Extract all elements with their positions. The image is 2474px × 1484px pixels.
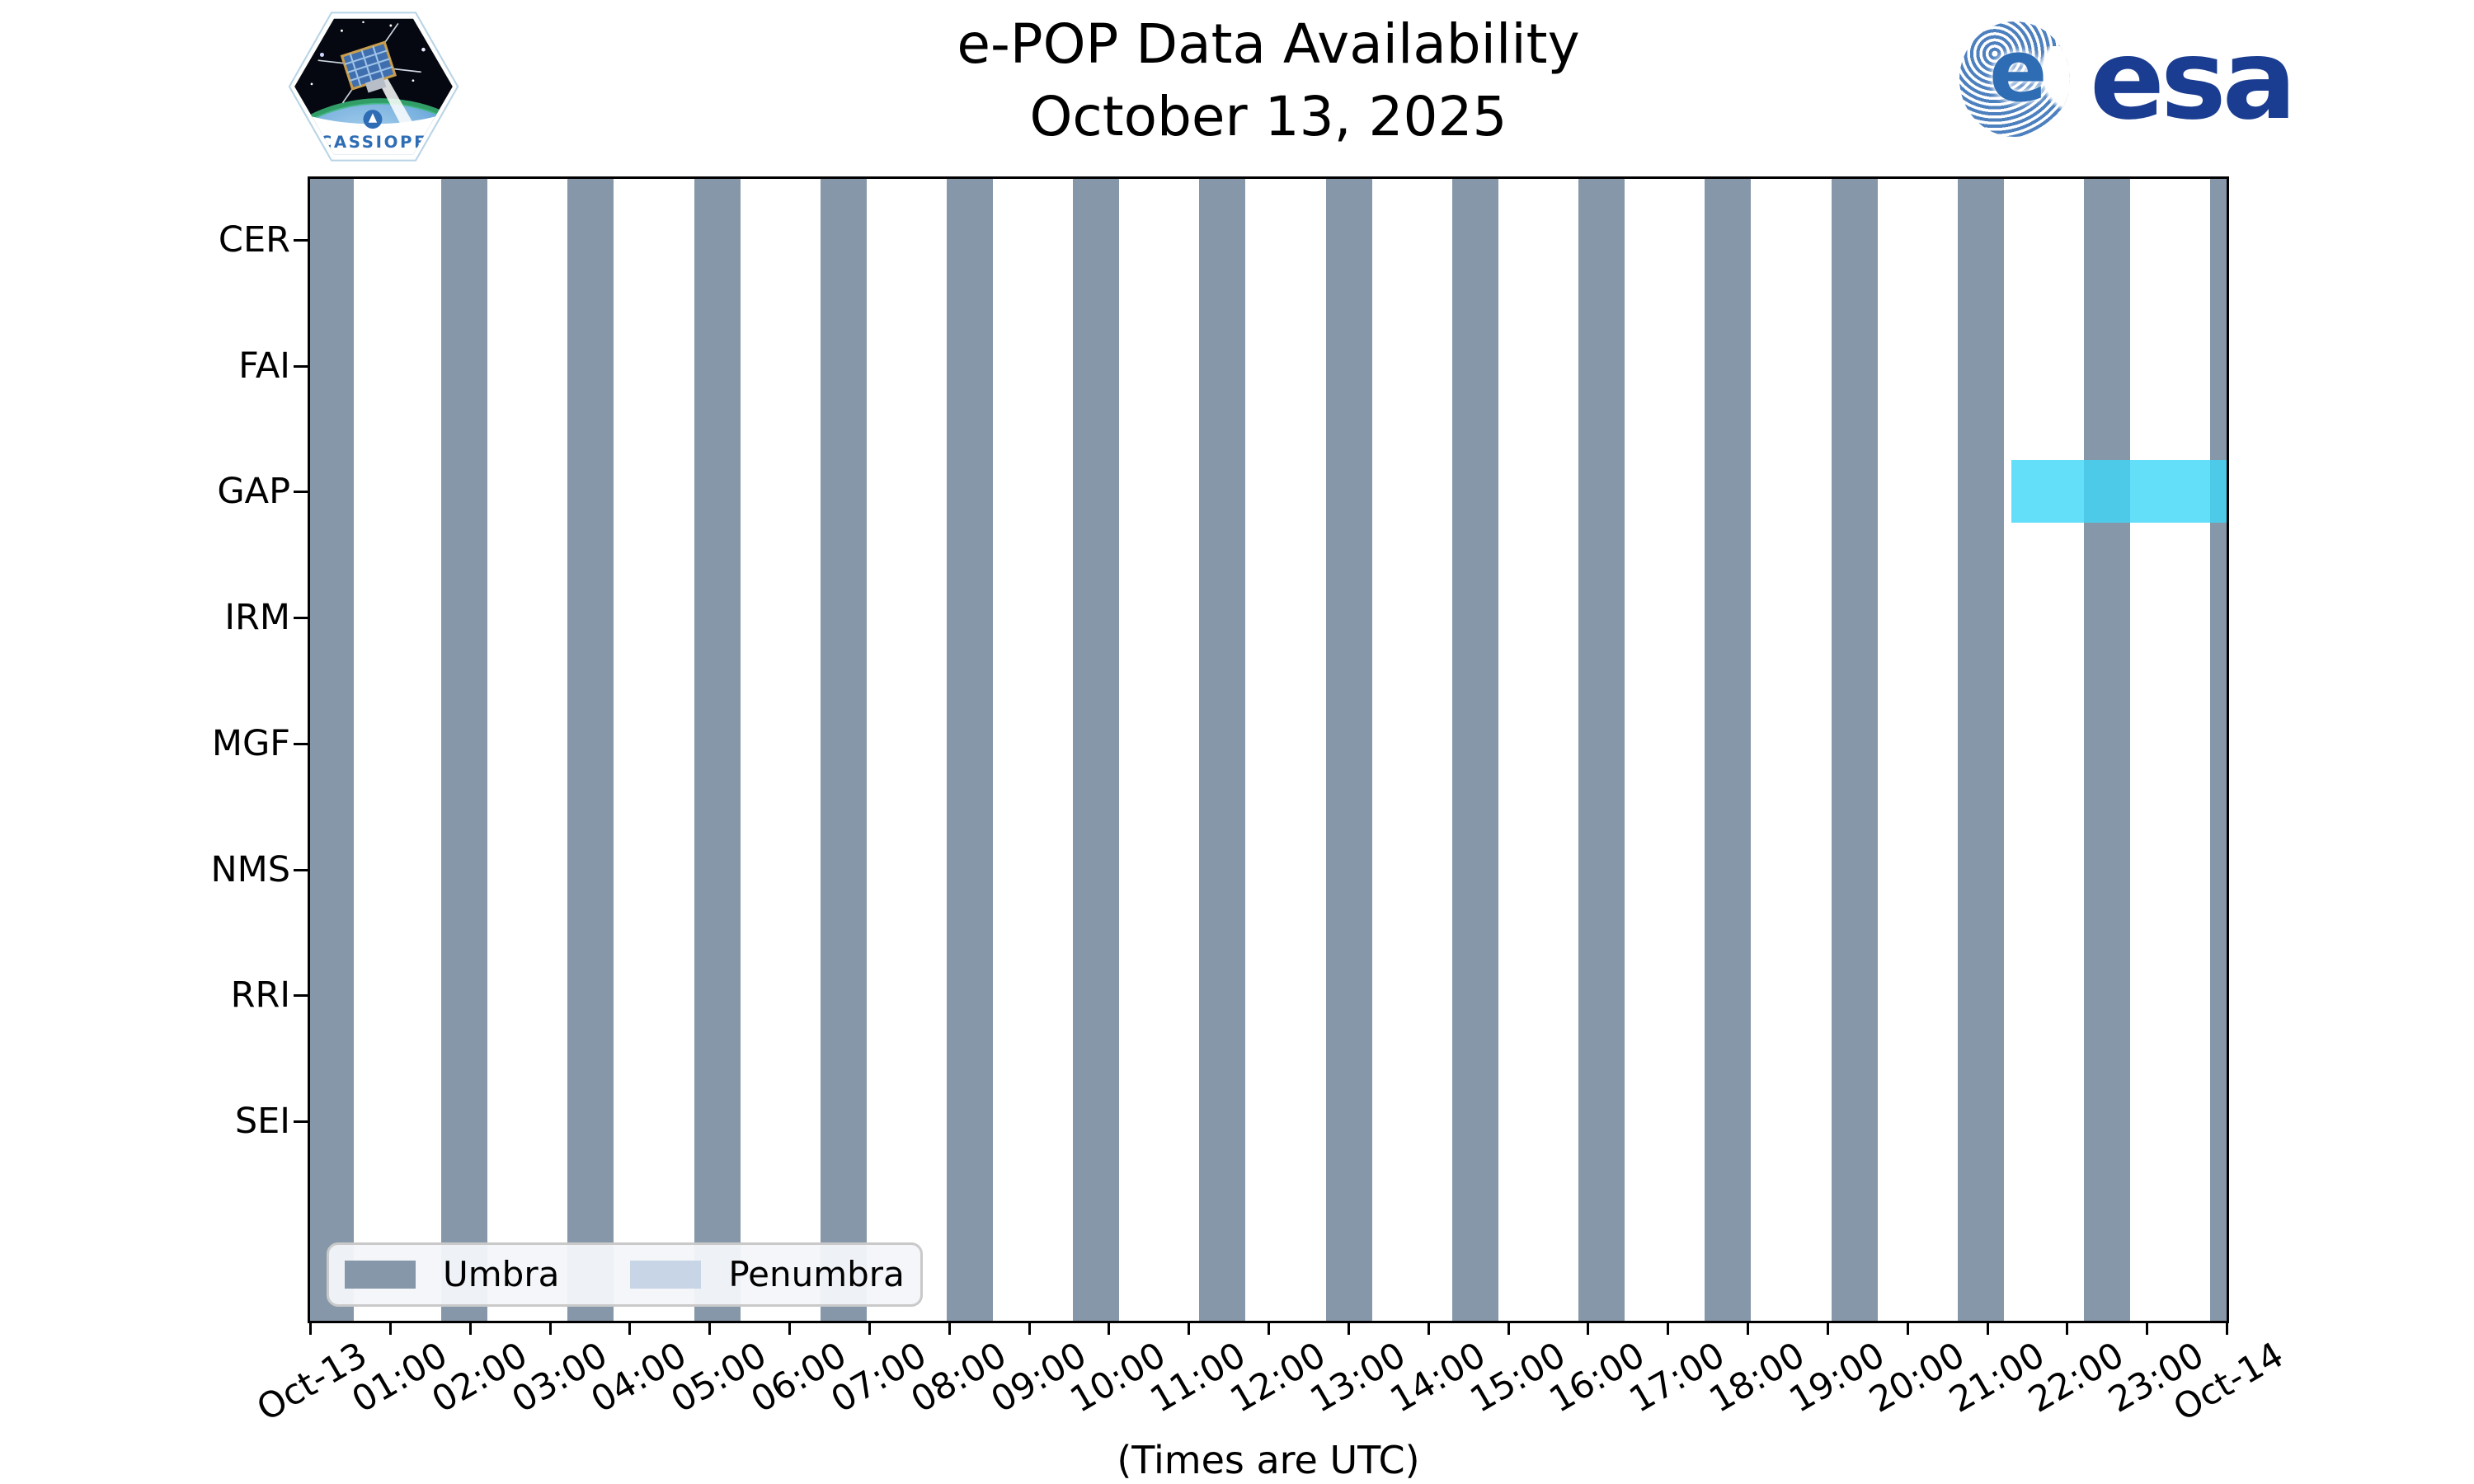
- legend-entry-umbra: Umbra: [345, 1257, 559, 1292]
- patch-aurora: [294, 98, 453, 155]
- chart-subtitle: October 13, 2025: [1029, 85, 1507, 149]
- x-axis-label: (Times are UTC): [1117, 1438, 1420, 1482]
- y-tick-fai: [294, 364, 308, 368]
- legend-label-umbra: Umbra: [443, 1254, 560, 1294]
- legend-label-penumbra: Penumbra: [728, 1254, 905, 1294]
- x-tick-3: [548, 1321, 552, 1335]
- y-label-fai: FAI: [238, 345, 290, 387]
- y-tick-irm: [294, 617, 308, 620]
- umbra-interval-bar: [2083, 179, 2130, 1321]
- legend-swatch-penumbra: [630, 1261, 702, 1289]
- umbra-interval-bar: [1957, 179, 2004, 1321]
- y-label-sei: SEI: [234, 1100, 290, 1142]
- patch-beam: [375, 72, 419, 136]
- patch-satellite: [317, 22, 421, 104]
- x-tick-2: [468, 1321, 472, 1335]
- x-tick-5: [708, 1321, 712, 1335]
- x-tick-6: [788, 1321, 791, 1335]
- umbra-interval-bar: [1451, 179, 1498, 1321]
- x-tick-23: [2146, 1321, 2149, 1335]
- x-tick-17: [1667, 1321, 1670, 1335]
- x-tick-1: [388, 1321, 392, 1335]
- x-tick-0: [309, 1321, 312, 1335]
- x-tick-20: [1906, 1321, 1909, 1335]
- x-tick-21: [1986, 1321, 1989, 1335]
- x-tick-14: [1427, 1321, 1430, 1335]
- umbra-interval-bar: [310, 179, 355, 1321]
- x-tick-7: [868, 1321, 871, 1335]
- esa-logo: e esa: [1959, 16, 2297, 145]
- umbra-interval-bar: [1831, 179, 1878, 1321]
- y-label-gap: GAP: [217, 471, 290, 513]
- y-tick-sei: [294, 1120, 308, 1123]
- x-tick-11: [1188, 1321, 1191, 1335]
- chart-title-block: e-POP Data Availability October 13, 2025: [310, 8, 2227, 154]
- umbra-interval-bar: [1704, 179, 1751, 1321]
- cassiope-mission-patch: CASSIOPE: [287, 5, 460, 168]
- umbra-interval-bar: [694, 179, 741, 1321]
- x-tick-9: [1028, 1321, 1031, 1335]
- x-tick-16: [1587, 1321, 1590, 1335]
- x-tick-13: [1347, 1321, 1350, 1335]
- y-label-mgf: MGF: [211, 722, 290, 764]
- y-label-nms: NMS: [210, 848, 290, 890]
- x-tick-19: [1826, 1321, 1829, 1335]
- x-tick-15: [1507, 1321, 1510, 1335]
- x-tick-10: [1108, 1321, 1111, 1335]
- plot-canvas: [310, 179, 2227, 1321]
- y-tick-nms: [294, 868, 308, 871]
- cassiope-patch-graphic: CASSIOPE: [288, 12, 459, 162]
- umbra-interval-bar: [946, 179, 993, 1321]
- esa-globe-letter: e: [1989, 21, 2048, 121]
- plot-area: [308, 176, 2229, 1323]
- legend: Umbra Penumbra: [327, 1242, 923, 1307]
- esa-wordmark: esa: [2090, 16, 2297, 144]
- x-tick-8: [948, 1321, 951, 1335]
- x-tick-24: [2226, 1321, 2228, 1335]
- y-label-irm: IRM: [224, 597, 290, 639]
- legend-swatch-umbra: [345, 1261, 416, 1289]
- y-label-rri: RRI: [230, 974, 290, 1017]
- esa-globe-icon: e: [1959, 21, 2070, 137]
- umbra-interval-bar: [1325, 179, 1372, 1321]
- umbra-interval-bar: [567, 179, 614, 1321]
- y-tick-gap: [294, 491, 308, 494]
- legend-entry-penumbra: Penumbra: [630, 1257, 905, 1292]
- x-tick-4: [628, 1321, 632, 1335]
- chart-title: e-POP Data Availability: [957, 12, 1580, 76]
- y-tick-rri: [294, 994, 308, 998]
- umbra-interval-bar: [1198, 179, 1245, 1321]
- umbra-interval-bar: [820, 179, 867, 1321]
- y-label-cer: CER: [218, 219, 290, 261]
- cassiope-label: CASSIOPE: [320, 133, 428, 152]
- x-tick-18: [1747, 1321, 1749, 1335]
- availability-bar-gap: [2011, 460, 2227, 524]
- umbra-interval-bar: [2209, 179, 2227, 1321]
- umbra-interval-bar: [1578, 179, 1625, 1321]
- y-tick-cer: [294, 239, 308, 242]
- umbra-interval-bar: [440, 179, 487, 1321]
- umbra-interval-bar: [1072, 179, 1119, 1321]
- y-tick-mgf: [294, 742, 308, 745]
- x-tick-22: [2066, 1321, 2069, 1335]
- x-tick-12: [1268, 1321, 1270, 1335]
